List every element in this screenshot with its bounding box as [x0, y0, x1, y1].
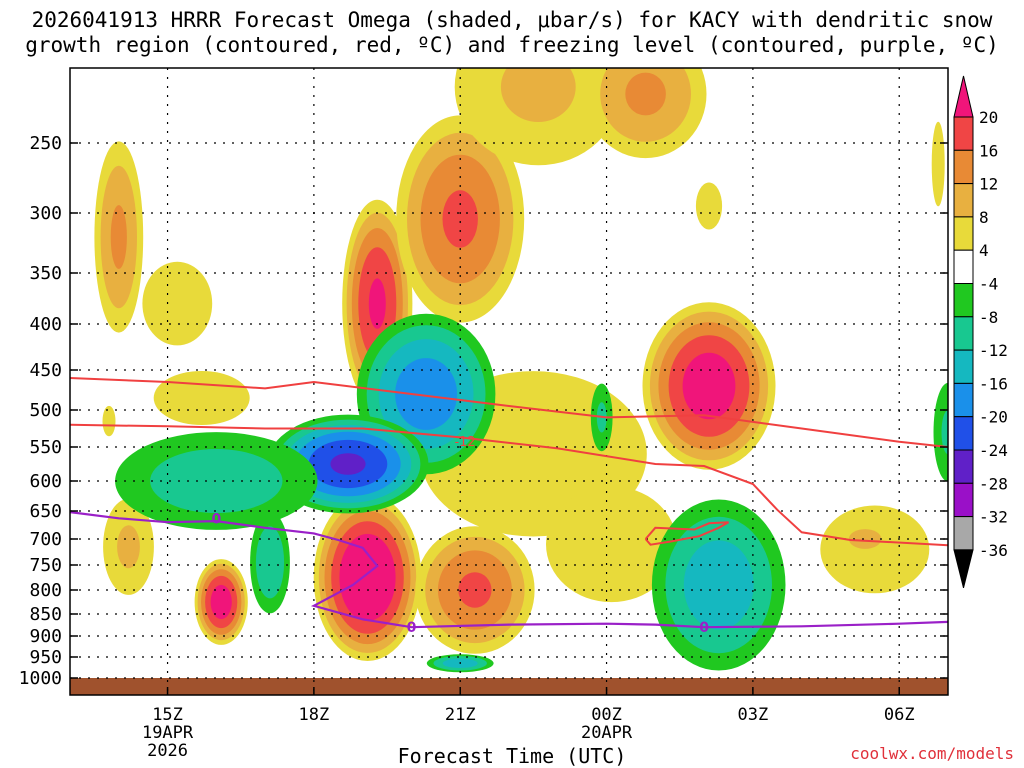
colorbar-label-2: 12	[979, 175, 998, 194]
omega-shading	[94, 68, 948, 673]
dgz-contour-lower	[70, 423, 948, 547]
colorbar-segment-7	[953, 349, 974, 384]
colorbar-bottom-arrow	[953, 549, 974, 589]
dgz-contour-upper	[70, 377, 948, 448]
y-tick-label-250: 250	[29, 133, 62, 154]
colorbar-label-3: 8	[979, 208, 989, 227]
omega-blob-6-level-2	[625, 72, 666, 116]
dgz-contour-label: -12	[454, 435, 475, 450]
colorbar-segment-2	[953, 183, 974, 218]
pressure-axis: 2503003504004505005506006507007508008509…	[19, 133, 948, 689]
x-axis-title: Forecast Time (UTC)	[397, 744, 627, 768]
y-tick-label-650: 650	[29, 501, 62, 522]
omega-blob-12-level-1	[150, 449, 283, 513]
omega-blob-2-level-0	[153, 371, 250, 425]
omega-blob-17-level-3	[458, 572, 492, 608]
y-tick-label-300: 300	[29, 203, 62, 224]
omega-blob-11-level-5	[330, 453, 366, 475]
colorbar-segment-12	[953, 516, 974, 551]
colorbar-label-8: -16	[979, 374, 1008, 393]
freezing-level-label-2: 0	[699, 620, 709, 636]
omega-blob-24-level-0	[933, 382, 948, 482]
colorbar-segment-4	[953, 249, 974, 284]
omega-blob-1-level-0	[142, 261, 213, 346]
y-tick-label-700: 700	[29, 529, 62, 550]
y-tick-label-900: 900	[29, 626, 62, 647]
omega-blob-0-level-2	[110, 205, 127, 269]
colorbar-segment-3	[953, 216, 974, 251]
y-tick-label-500: 500	[29, 400, 62, 421]
chart-title-line-1: 2026041913 HRRR Forecast Omega (shaded, …	[31, 8, 993, 32]
pressure-gridlines	[70, 68, 948, 695]
colorbar-label-10: -24	[979, 441, 1008, 460]
colorbar-segment-9	[953, 416, 974, 451]
x-tick-label-2-0: 21Z	[445, 705, 476, 725]
omega-blob-22-level-1	[848, 529, 882, 549]
y-tick-label-850: 850	[29, 604, 62, 625]
ground-surface	[70, 678, 948, 695]
x-tick-label-3-1: 20APR	[581, 723, 633, 743]
y-tick-label-750: 750	[29, 555, 62, 576]
x-tick-label-3-0: 00Z	[591, 705, 622, 725]
colorbar-segment-10	[953, 449, 974, 484]
colorbar-segment-5	[953, 283, 974, 318]
freezing-level-label-0: 0	[211, 511, 221, 527]
colorbar-label-9: -20	[979, 408, 1008, 427]
omega-blob-20-level-2	[683, 540, 754, 630]
colorbar-label-0: 20	[979, 108, 998, 127]
dgz-contour-small	[644, 521, 729, 546]
y-tick-label-350: 350	[29, 263, 62, 284]
colorbar-top-arrow	[953, 75, 974, 118]
plot-frame	[69, 67, 949, 696]
omega-blob-18-level-0	[546, 486, 677, 603]
y-tick-label-1000: 1000	[19, 668, 62, 689]
y-tick-label-600: 600	[29, 471, 62, 492]
omega-blob-5-level-1	[500, 68, 576, 122]
omega-blob-10-level-3	[395, 358, 458, 430]
colorbar-segment-6	[953, 316, 974, 351]
colorbar-legend: 20 16 12 8 4 -4 -8 -12 -16 -20 -24 -28 -32 -36	[953, 75, 1008, 589]
x-tick-label-5-0: 06Z	[884, 705, 915, 725]
omega-blob-25-level-0	[931, 121, 945, 207]
omega-blob-4-level-3	[442, 190, 478, 248]
x-tick-label-0-1: 19APR	[142, 723, 194, 743]
colorbar-label-12: -32	[979, 508, 1008, 527]
chart-title-line-2: growth region (contoured, red, ºC) and f…	[25, 33, 999, 57]
omega-blob-3-level-4	[368, 278, 386, 329]
y-tick-label-450: 450	[29, 360, 62, 381]
colorbar-segment-1	[953, 149, 974, 185]
omega-blob-26-level-0	[102, 405, 116, 437]
colorbar-segment-8	[953, 382, 974, 418]
omega-blob-14-level-4	[339, 533, 396, 622]
omega-blob-7-level-0	[695, 182, 723, 230]
colorbar-label-5: -4	[979, 275, 998, 294]
colorbar-label-13: -36	[979, 541, 1008, 560]
colorbar-label-7: -12	[979, 341, 1008, 360]
omega-blob-8-level-4	[682, 352, 736, 420]
x-tick-label-4-0: 03Z	[738, 705, 769, 725]
freezing-level-contour	[70, 511, 948, 629]
freezing-level-label-1: 0	[407, 620, 417, 636]
omega-blob-16-level-1	[117, 525, 140, 569]
x-tick-label-0-0: 15Z	[152, 705, 183, 725]
colorbar-label-1: 16	[979, 141, 998, 160]
colorbar-label-6: -8	[979, 308, 998, 327]
x-tick-label-1-0: 18Z	[299, 705, 330, 725]
site-credit: coolwx.com/models	[850, 744, 1014, 763]
omega-blob-24-level-1	[941, 410, 948, 455]
colorbar-label-11: -28	[979, 474, 1008, 493]
x-tick-label-0-2: 2026	[147, 741, 188, 761]
y-tick-label-550: 550	[29, 437, 62, 458]
y-tick-label-400: 400	[29, 314, 62, 335]
contour-layer: -12 0 0 0	[70, 377, 948, 636]
y-tick-label-950: 950	[29, 647, 62, 668]
omega-blob-13-level-1	[255, 526, 285, 599]
y-tick-label-800: 800	[29, 580, 62, 601]
colorbar-label-4: 4	[979, 241, 989, 260]
colorbar-segment-0	[953, 116, 974, 151]
omega-blob-15-level-4	[210, 584, 232, 620]
colorbar-segment-11	[953, 482, 974, 518]
